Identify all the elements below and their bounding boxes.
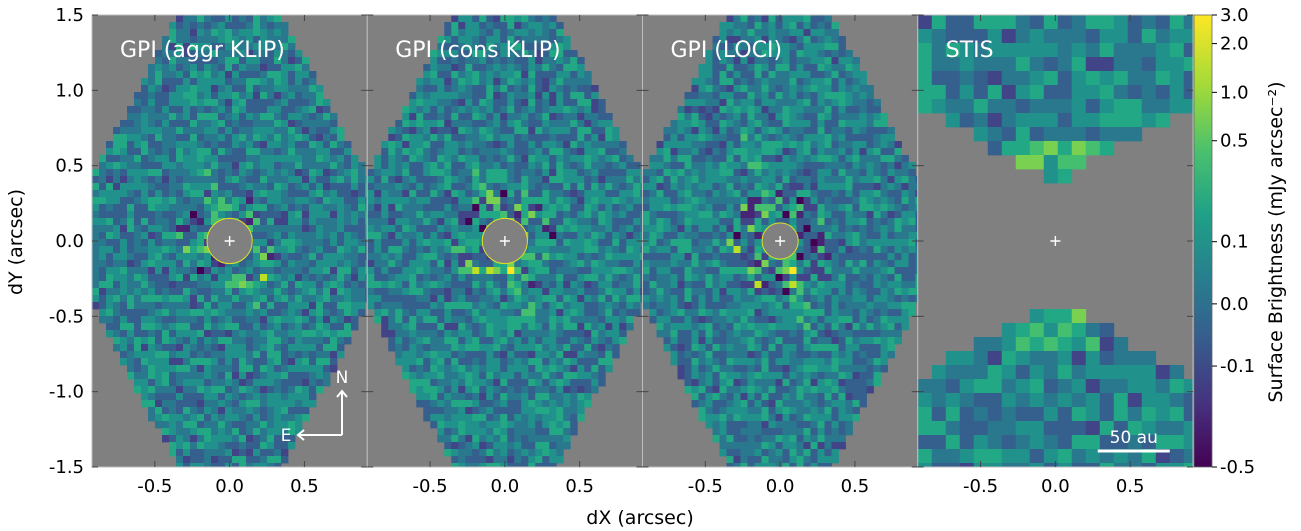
x-tick-label: 0.5	[1116, 476, 1145, 497]
star-position-marker	[1050, 236, 1061, 246]
y-tick-label: -1.5	[49, 457, 84, 478]
y-tick-label: -1.0	[49, 382, 84, 403]
colorbar-label: Surface Brightness (mJy arcsec⁻²)	[1265, 81, 1287, 402]
x-tick-label: 0.0	[766, 476, 795, 497]
north-label: N	[336, 368, 349, 388]
colorbar-tick-label: 2.0	[1220, 34, 1249, 55]
north-arrow	[336, 389, 348, 435]
x-tick-label: 0.0	[491, 476, 520, 497]
x-tick-label: 0.5	[290, 476, 319, 497]
image-field	[642, 15, 918, 467]
x-tick-label: -0.5	[137, 476, 172, 497]
x-axis-label: dX (arcsec)	[586, 507, 693, 529]
x-tick-label: -0.5	[688, 476, 723, 497]
star-position-marker	[224, 236, 235, 246]
panel-title: STIS	[946, 38, 994, 63]
x-tick-label: 0.0	[215, 476, 244, 497]
colorbar-tick-label: 0.1	[1220, 232, 1249, 253]
colorbar-tick-label: 0.0	[1220, 294, 1249, 315]
east-arrow	[296, 429, 342, 441]
y-tick-label: 1.5	[55, 5, 84, 26]
x-tick-label: -0.5	[963, 476, 998, 497]
star-position-marker	[775, 236, 786, 246]
star-position-marker	[499, 236, 510, 246]
panel-title: GPI (LOCI)	[671, 38, 783, 63]
y-tick-label: 1.0	[55, 80, 84, 101]
x-tick-label: 0.0	[1041, 476, 1070, 497]
panel-1: GPI (aggr KLIP)NE	[91, 14, 368, 468]
image-field	[92, 15, 368, 467]
y-tick-label: 0.0	[55, 231, 84, 252]
panel-title: GPI (cons KLIP)	[395, 38, 560, 63]
east-label: E	[281, 426, 292, 446]
panel-3: GPI (LOCI)	[642, 14, 919, 468]
image-field	[917, 15, 1193, 467]
panel-2: GPI (cons KLIP)	[366, 14, 643, 468]
x-tick-label: 0.5	[841, 476, 870, 497]
y-axis-label: dY (arcsec)	[5, 189, 27, 295]
colorbar	[1193, 14, 1213, 468]
colorbar-tick-label: 1.0	[1220, 82, 1249, 103]
y-tick-label: -0.5	[49, 306, 84, 327]
colorbar-tick-label: 0.5	[1220, 131, 1249, 152]
y-tick-label: 0.5	[55, 156, 84, 177]
colorbar-tick-label: -0.5	[1220, 457, 1255, 478]
panel-4: STIS 50 au	[917, 14, 1194, 468]
panel-title: GPI (aggr KLIP)	[120, 38, 285, 63]
colorbar-tick-label: -0.1	[1220, 356, 1255, 377]
x-tick-label: 0.5	[565, 476, 594, 497]
x-tick-label: -0.5	[413, 476, 448, 497]
compass: NE	[281, 368, 349, 446]
image-field	[367, 15, 643, 467]
scale-bar-label: 50 au	[1110, 428, 1158, 448]
colorbar-tick-label: 3.0	[1220, 5, 1249, 26]
